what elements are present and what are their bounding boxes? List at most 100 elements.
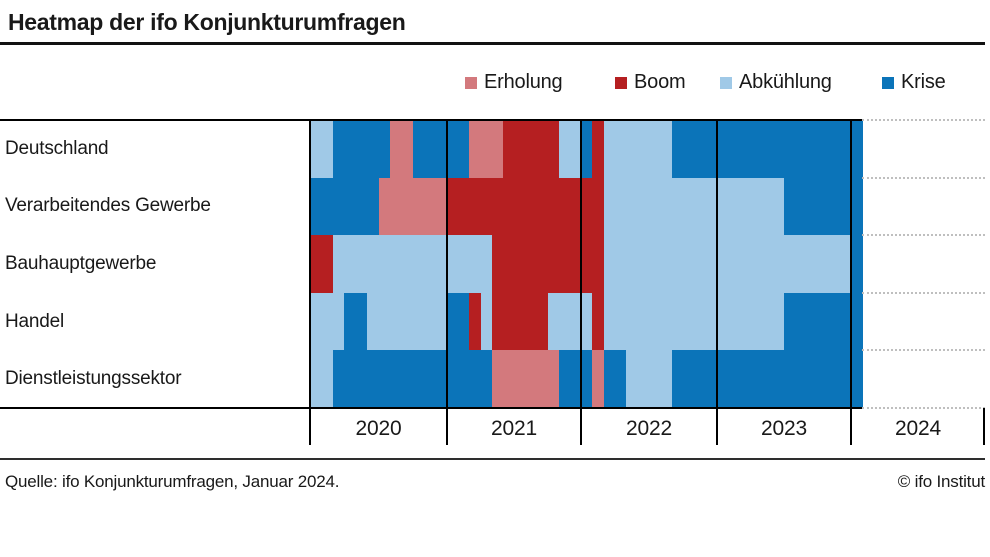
heatmap-cell — [851, 350, 863, 408]
heatmap-cell — [828, 120, 841, 178]
heatmap-cell — [424, 292, 437, 351]
heatmap-cell — [458, 292, 470, 351]
heatmap-cell — [637, 120, 650, 178]
heatmap-cell — [817, 235, 830, 293]
heatmap-cell — [547, 350, 560, 408]
heatmap-cell — [536, 292, 548, 351]
heatmap-cell — [355, 177, 368, 236]
dotted-gridline — [862, 349, 985, 352]
heatmap-cell — [389, 120, 402, 178]
year-divider — [716, 120, 718, 445]
heatmap-cell — [378, 120, 391, 178]
heatmap-cell — [750, 177, 763, 236]
heatmap-cell — [694, 350, 707, 408]
heatmap-cell — [310, 292, 322, 351]
legend-item-erholung: Erholung — [465, 71, 563, 94]
heatmap-cell — [378, 350, 391, 408]
heatmap-cell — [458, 350, 470, 408]
heatmap-cell — [514, 177, 526, 236]
heatmap-cell — [332, 120, 345, 178]
heatmap-cell — [761, 350, 774, 408]
legend-swatch-erholung — [465, 76, 477, 89]
heatmap-cell — [761, 235, 774, 293]
heatmap-cell — [332, 350, 345, 408]
heatmap-cell — [514, 292, 526, 351]
heatmap-cell — [728, 120, 740, 178]
heatmap-cell — [424, 235, 437, 293]
heatmap-cell — [378, 235, 391, 293]
heatmap-cell — [615, 235, 627, 293]
heatmap-cell — [683, 235, 695, 293]
heatmap-cell — [795, 235, 807, 293]
heatmap-cell — [581, 120, 593, 178]
heatmap-cell — [683, 120, 695, 178]
source-text: Quelle: ifo Konjunkturumfragen, Januar 2… — [5, 472, 340, 491]
heatmap-cell — [514, 120, 526, 178]
heatmap-cell — [694, 292, 707, 351]
heatmap-cell — [660, 120, 673, 178]
heatmap-cell — [817, 350, 830, 408]
heatmap-cell — [435, 177, 448, 236]
heatmap-cell — [683, 350, 695, 408]
heatmap-cell — [750, 292, 763, 351]
heatmap-cell — [817, 177, 830, 236]
heatmap-cell — [761, 120, 774, 178]
legend-swatch-boom — [615, 76, 627, 89]
legend-item-boom: Boom — [615, 71, 686, 94]
heatmap-cell — [491, 350, 504, 408]
heatmap-cell — [332, 292, 345, 351]
dotted-gridline — [862, 176, 985, 179]
heatmap-cell — [772, 177, 785, 236]
heatmap-cell — [671, 235, 684, 293]
row-label: Dienstleistungssektor — [5, 368, 182, 390]
heatmap-cell — [547, 292, 560, 351]
heatmap-cell — [592, 292, 605, 351]
heatmap-cell — [558, 177, 571, 236]
heatmap-cell — [817, 292, 830, 351]
heatmap-cell — [705, 120, 718, 178]
heatmap-cell — [728, 177, 740, 236]
heatmap-cell — [401, 292, 414, 351]
heatmap-cell — [772, 292, 785, 351]
heatmap-cell — [660, 292, 673, 351]
heatmap-cell — [412, 292, 425, 351]
heatmap-cell — [547, 120, 560, 178]
heatmap-cell — [310, 177, 322, 236]
heatmap-cell — [401, 120, 414, 178]
title-rule — [0, 42, 985, 45]
heatmap-cell — [839, 292, 852, 351]
plot-top-border — [0, 119, 862, 121]
year-label: 2024 — [895, 417, 941, 440]
heatmap-cell — [569, 292, 582, 351]
heatmap-cell — [626, 177, 639, 236]
source-rule — [0, 458, 985, 460]
heatmap-cell — [592, 120, 605, 178]
heatmap-cell — [480, 350, 493, 408]
plot-bottom-border — [0, 407, 862, 409]
heatmap-cell — [355, 235, 368, 293]
year-label: 2022 — [626, 417, 672, 440]
heatmap-cell — [558, 120, 571, 178]
heatmap-cell — [851, 235, 863, 293]
heatmap-cell — [558, 235, 571, 293]
heatmap-cell — [389, 177, 402, 236]
heatmap-cell — [839, 177, 852, 236]
heatmap-cell — [784, 292, 796, 351]
heatmap-cell — [694, 235, 707, 293]
heatmap-cell — [569, 350, 582, 408]
heatmap-cell — [310, 350, 322, 408]
heatmap-cell — [547, 235, 560, 293]
row-label: Handel — [5, 310, 65, 332]
legend-label: Abkühlung — [739, 71, 832, 93]
heatmap-cell — [412, 350, 425, 408]
heatmap-cell — [795, 350, 807, 408]
heatmap-cell — [332, 177, 345, 236]
heatmap-cell — [389, 292, 402, 351]
heatmap-cell — [761, 292, 774, 351]
heatmap-cell — [491, 292, 504, 351]
dotted-gridline — [862, 234, 985, 237]
heatmap-cell — [649, 292, 661, 351]
heatmap-cell — [717, 292, 729, 351]
heatmap-cell — [705, 235, 718, 293]
heatmap-cell — [525, 292, 537, 351]
